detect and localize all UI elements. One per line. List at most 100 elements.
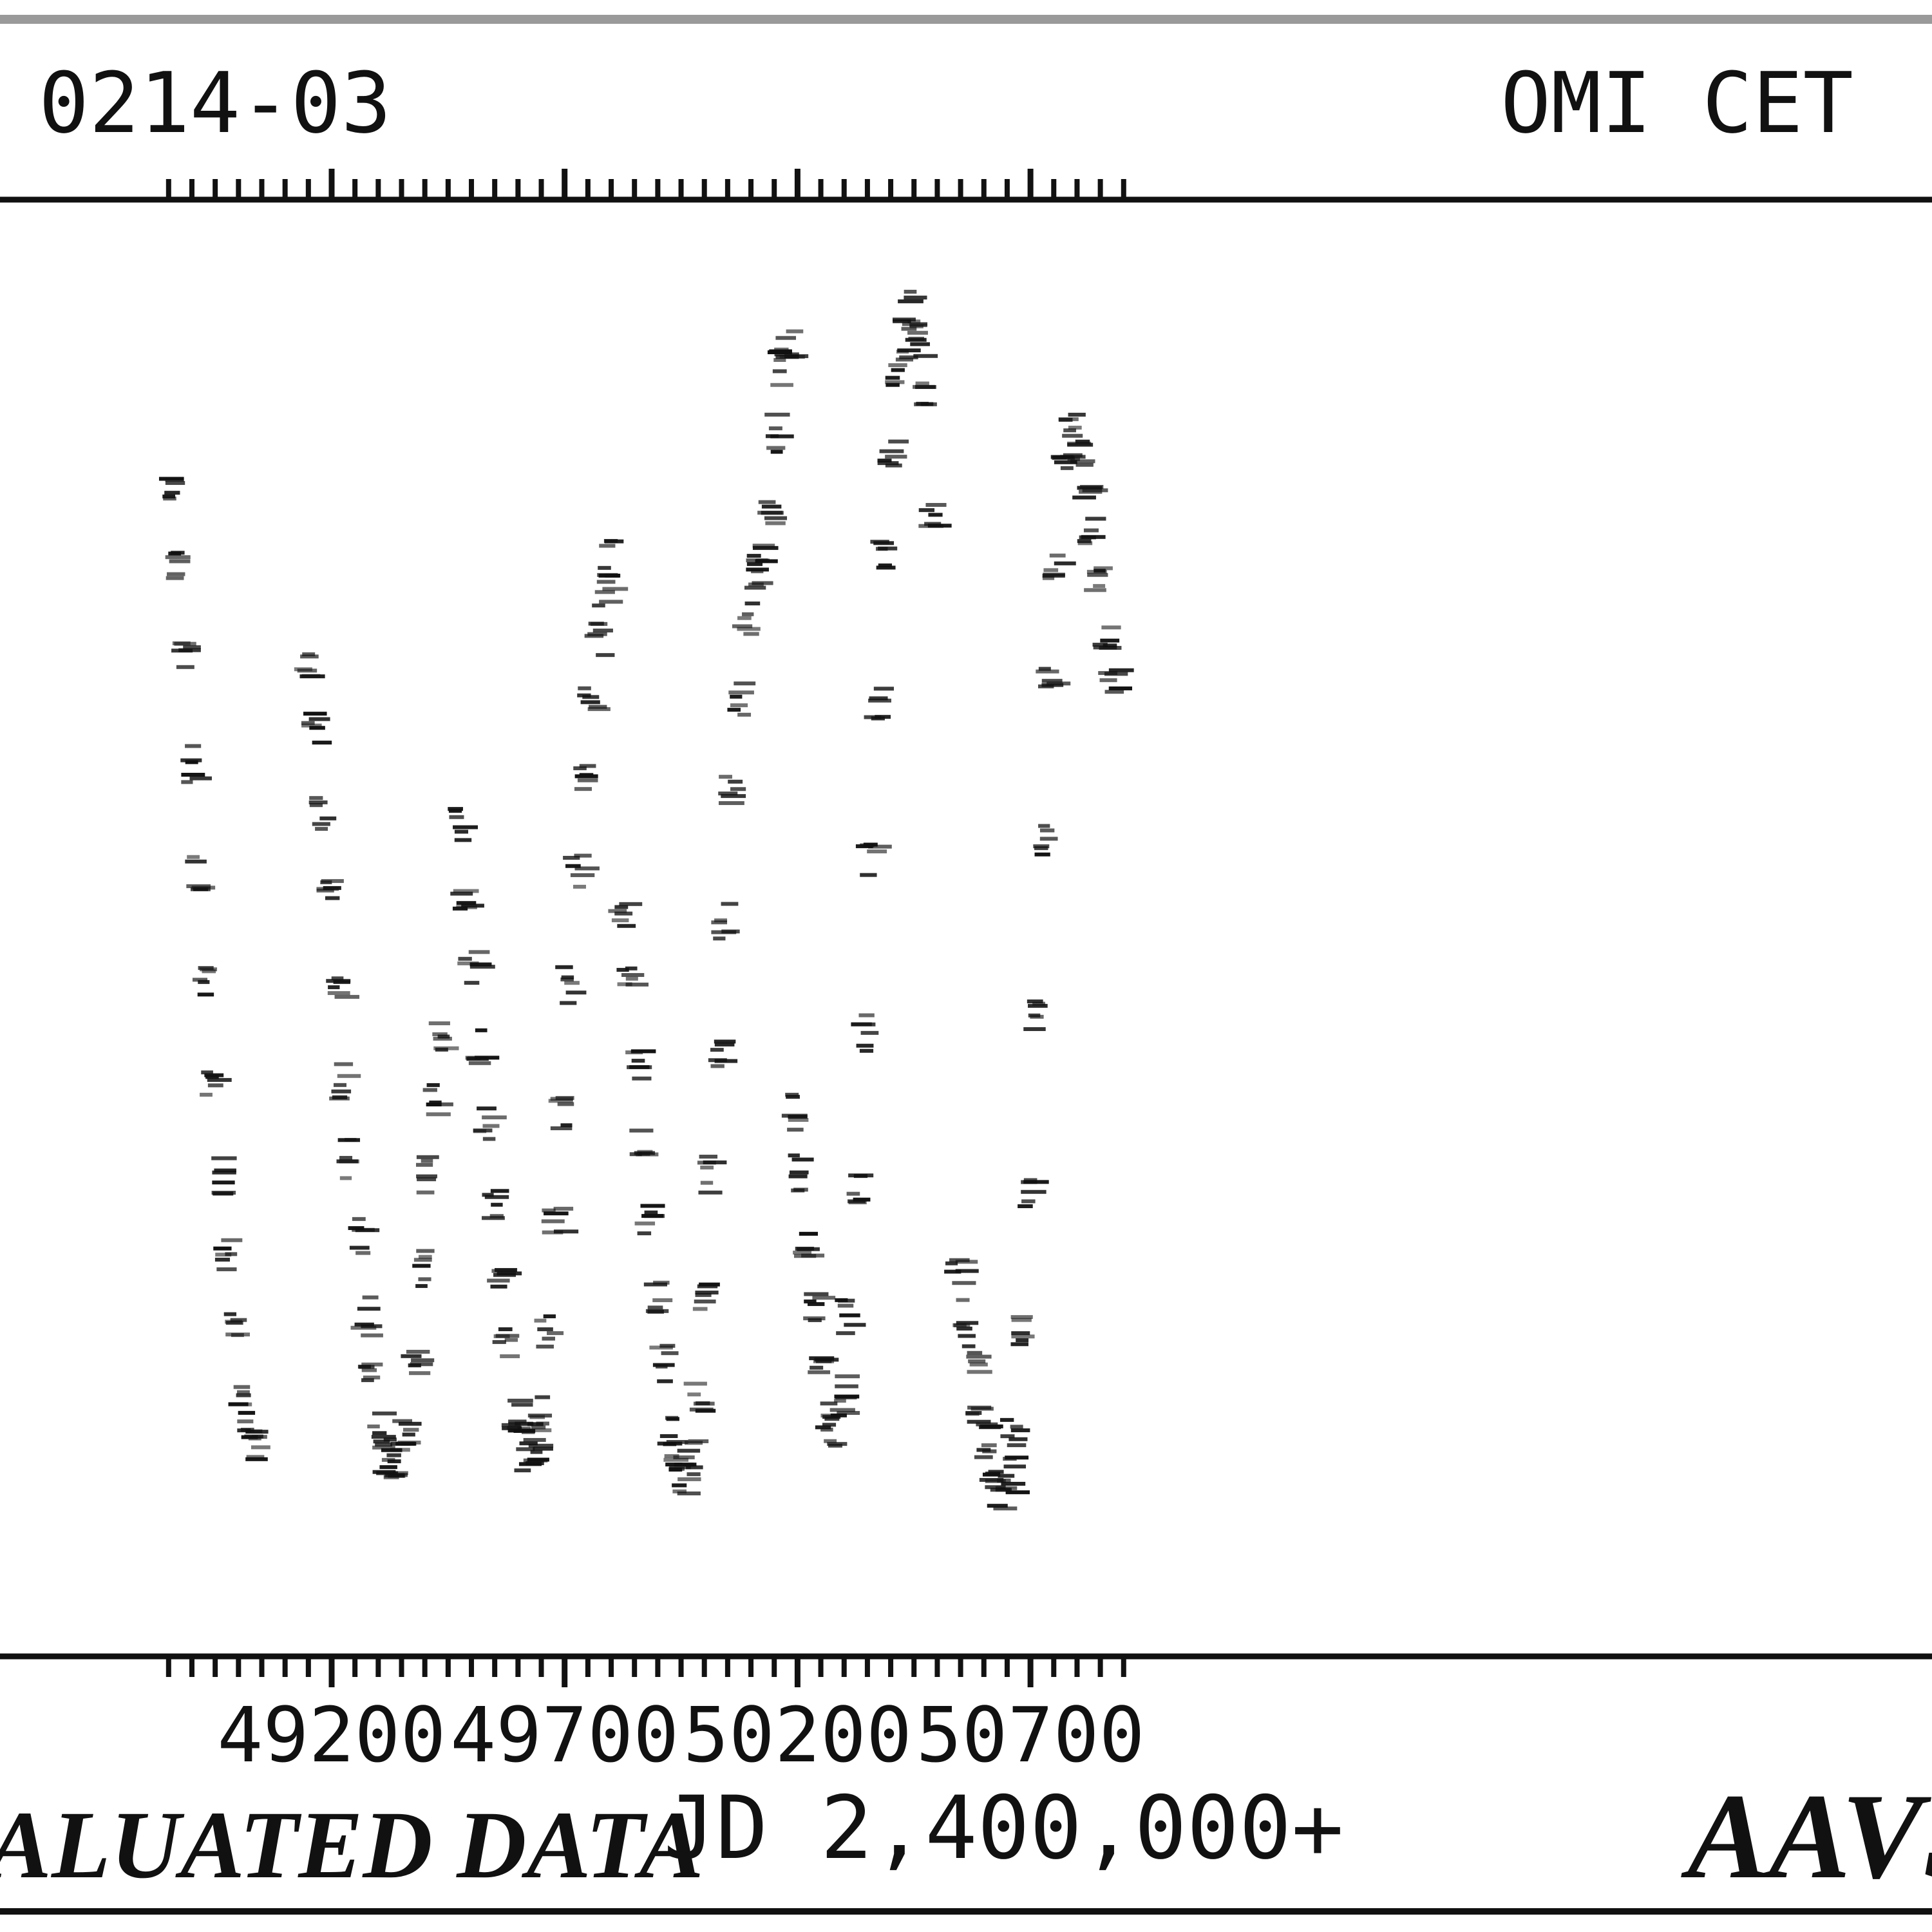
x-tick-labels: 49200 49700 50200 50700	[217, 1690, 1144, 1779]
data-point	[401, 1349, 435, 1376]
x-tick-label: 50700	[916, 1690, 1144, 1779]
data-point	[711, 902, 740, 941]
data-point	[392, 1419, 422, 1446]
data-point	[1010, 1315, 1035, 1347]
star-name: OMI CET	[1501, 54, 1853, 152]
data-point	[487, 1268, 522, 1289]
data-point	[422, 1083, 453, 1117]
data-point	[677, 1439, 709, 1477]
data-point	[1072, 462, 1108, 500]
data-point	[692, 1282, 720, 1311]
data-point	[885, 357, 914, 387]
data-point	[855, 842, 892, 877]
data-point	[473, 1106, 507, 1141]
data-point	[165, 551, 191, 580]
data-point	[316, 879, 344, 900]
data-point	[608, 902, 643, 928]
data-point	[870, 540, 898, 570]
data-point	[893, 317, 921, 359]
star-designation: 0214-03	[39, 54, 392, 152]
data-point	[1023, 999, 1048, 1031]
data-point	[764, 412, 794, 454]
data-point	[952, 1298, 979, 1338]
data-point	[643, 1280, 673, 1314]
data-point	[228, 1385, 256, 1415]
data-point	[223, 1312, 251, 1338]
data-point	[913, 381, 937, 406]
x-tick-label: 49700	[450, 1690, 679, 1779]
data-point	[835, 1298, 866, 1336]
data-point	[348, 1217, 380, 1255]
data-point	[657, 1416, 688, 1446]
data-point	[326, 976, 360, 999]
data-point	[492, 1327, 520, 1358]
data-point	[697, 1155, 727, 1195]
data-point	[1092, 625, 1122, 650]
data-point	[625, 1049, 656, 1081]
data-point	[534, 1314, 564, 1349]
data-point	[357, 1362, 383, 1383]
data-point	[788, 1153, 814, 1193]
footer-right-text: AAVS	[1681, 1769, 1932, 1904]
data-point	[577, 686, 611, 712]
data-points	[158, 289, 1134, 1511]
footer-left-text: ALUATED DATA	[0, 1792, 704, 1899]
data-point	[1036, 667, 1071, 688]
data-point	[905, 324, 938, 358]
data-point	[629, 1128, 659, 1157]
data-point	[774, 329, 809, 359]
data-point	[308, 796, 337, 831]
data-point	[555, 965, 587, 1005]
data-point	[781, 1092, 809, 1132]
data-point	[180, 744, 212, 784]
data-point	[514, 1437, 548, 1473]
data-point	[301, 712, 332, 745]
data-point	[448, 807, 478, 842]
data-point	[158, 477, 185, 501]
data-point	[1077, 516, 1106, 545]
data-point	[851, 1013, 879, 1053]
data-point	[527, 1395, 553, 1430]
data-point	[634, 1204, 665, 1236]
data-point	[808, 1356, 839, 1374]
data-point	[1033, 824, 1058, 857]
data-point	[329, 1062, 361, 1101]
data-point	[822, 1408, 855, 1448]
data-point	[482, 1189, 509, 1220]
data-point	[457, 950, 495, 985]
data-point	[708, 1039, 738, 1068]
data-point	[746, 544, 779, 574]
data-point	[213, 1238, 243, 1271]
data-point	[598, 538, 624, 578]
data-point	[200, 1070, 232, 1097]
data-point	[877, 439, 909, 468]
data-point	[192, 966, 218, 997]
data-point	[732, 601, 761, 636]
data-point	[592, 573, 629, 608]
data-point	[995, 1455, 1030, 1495]
data-point	[793, 1231, 825, 1258]
data-point	[185, 855, 216, 891]
data-point	[1084, 566, 1113, 592]
data-point	[683, 1381, 716, 1413]
data-point	[864, 687, 895, 721]
data-point	[757, 500, 788, 526]
data-point	[1018, 1178, 1049, 1209]
data-point	[465, 1028, 500, 1065]
data-point	[336, 1137, 361, 1180]
data-point	[846, 1173, 874, 1205]
data-point	[834, 1374, 860, 1415]
x-tick-label: 50200	[683, 1690, 912, 1779]
data-point	[521, 1428, 554, 1462]
data-point	[727, 681, 756, 717]
data-point	[1098, 668, 1134, 694]
data-point	[294, 652, 325, 679]
data-point	[415, 1155, 439, 1195]
data-point	[1063, 428, 1095, 464]
data-point	[171, 641, 201, 669]
x-axis-caption: JD 2,400,000+	[663, 1777, 1344, 1879]
data-point	[965, 1405, 998, 1426]
data-point	[584, 621, 615, 658]
data-point	[999, 1417, 1030, 1448]
